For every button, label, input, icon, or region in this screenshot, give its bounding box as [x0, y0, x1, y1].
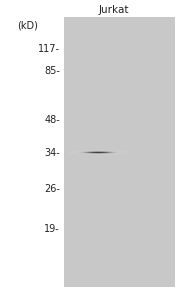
Text: 85-: 85-: [44, 65, 60, 76]
Text: 117-: 117-: [38, 44, 60, 55]
Text: 48-: 48-: [44, 115, 60, 125]
Text: Jurkat: Jurkat: [98, 4, 129, 15]
Text: 26-: 26-: [44, 184, 60, 194]
Bar: [64, 16, 175, 286]
Text: 19-: 19-: [44, 224, 60, 235]
Text: (kD): (kD): [17, 20, 38, 31]
Text: 34-: 34-: [44, 148, 60, 158]
